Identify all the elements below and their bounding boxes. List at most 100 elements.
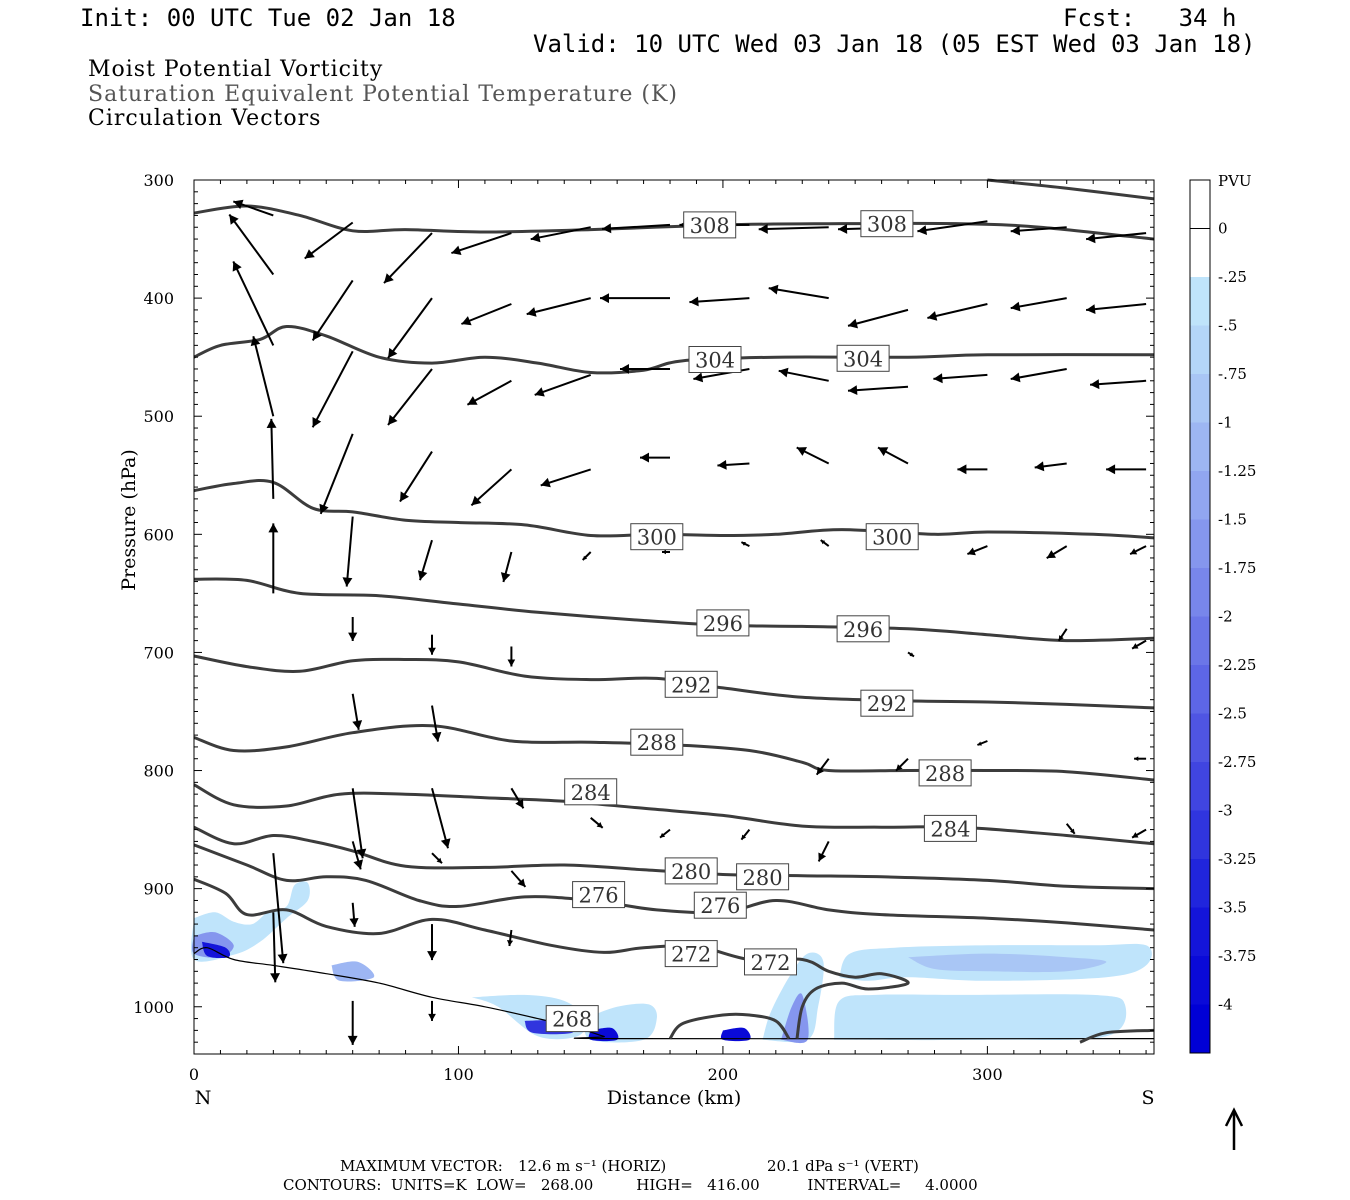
vector-head-46 bbox=[600, 293, 609, 304]
vector-head-34 bbox=[500, 572, 511, 582]
vector-head-23 bbox=[417, 570, 428, 581]
vector-head-58 bbox=[768, 284, 779, 295]
colorbar-label-15: -3.75 bbox=[1218, 947, 1256, 965]
contour-label-292-1: 292 bbox=[867, 692, 907, 716]
contour-label-304-1: 304 bbox=[843, 347, 883, 371]
contour-300-3 bbox=[193, 479, 1155, 540]
vector-head-39 bbox=[530, 232, 541, 243]
contour-312-1 bbox=[987, 178, 1155, 201]
vector-head-19 bbox=[384, 273, 394, 284]
vector-head-61 bbox=[820, 540, 826, 545]
vector-head-72 bbox=[927, 311, 938, 321]
contour-268-11 bbox=[668, 1012, 791, 1040]
contour-label-box-304-0 bbox=[688, 346, 742, 373]
contour-label-280-0: 280 bbox=[671, 860, 711, 884]
colorbar-label-13: -3.25 bbox=[1218, 850, 1256, 868]
colorbar-box-13 bbox=[1190, 810, 1210, 859]
contour-segment-12 bbox=[1079, 1028, 1155, 1044]
colorbar-box-6 bbox=[1190, 471, 1210, 520]
vector-head-80 bbox=[1034, 461, 1045, 472]
contour-label-box-272-0 bbox=[664, 940, 718, 968]
vector-head-57 bbox=[758, 224, 768, 234]
vector-shaft-4 bbox=[270, 418, 275, 499]
colorbar-box-4 bbox=[1190, 374, 1210, 423]
colorbar-label-3: -.75 bbox=[1218, 365, 1247, 383]
vector-head-17 bbox=[349, 918, 359, 927]
vector-head-31 bbox=[461, 316, 472, 326]
colorbar-box-3 bbox=[1190, 325, 1210, 374]
vector-shaft-78 bbox=[1010, 297, 1067, 310]
y-tick-label-400: 400 bbox=[143, 289, 174, 308]
vector-shaft-79 bbox=[1010, 368, 1067, 380]
vector-head-37 bbox=[517, 878, 526, 887]
init-time: Init: 00 UTC Tue 02 Jan 18 bbox=[80, 4, 456, 32]
vector-shaft-19 bbox=[383, 232, 433, 284]
contour-label-box-280-0 bbox=[664, 857, 718, 885]
vector-head-50 bbox=[660, 832, 666, 838]
vector-shaft-52 bbox=[689, 297, 750, 304]
colorbar-label-5: -1.25 bbox=[1218, 462, 1256, 480]
contour-label-box-276-1 bbox=[693, 891, 747, 919]
vector-head-24 bbox=[428, 647, 436, 655]
vector-head-78 bbox=[1010, 301, 1021, 312]
vector-shaft-3 bbox=[252, 335, 275, 417]
cross-section-chart: 308 308 304 304 300 300 296 296 292 292 288 288 284 2… bbox=[118, 171, 1256, 1150]
vector-head-35 bbox=[507, 659, 516, 667]
colorbar-box-0 bbox=[1190, 180, 1210, 229]
vector-head-0 bbox=[233, 199, 244, 210]
vector-head-87 bbox=[1106, 464, 1116, 475]
colorbar-frame bbox=[1189, 179, 1211, 1054]
vector-head-67 bbox=[878, 447, 889, 457]
y-tick-label-500: 500 bbox=[143, 407, 174, 426]
vector-head-89 bbox=[1132, 643, 1139, 649]
contour-284-7 bbox=[193, 783, 1155, 846]
vector-head-27 bbox=[436, 857, 442, 864]
valid-time: Valid: 10 UTC Wed 03 Jan 18 (05 EST Wed … bbox=[533, 30, 1256, 58]
vector-head-44 bbox=[596, 822, 603, 828]
vector-head-36 bbox=[515, 798, 524, 809]
contour-label-box-292-1 bbox=[860, 689, 914, 717]
vector-head-69 bbox=[909, 652, 914, 657]
colorbar-label-1: -.25 bbox=[1218, 268, 1247, 286]
colorbar-label-0: 0 bbox=[1218, 220, 1228, 238]
pv-region-2 bbox=[201, 941, 231, 959]
colorbar-box-17 bbox=[1190, 1004, 1210, 1053]
x-tick-label-200: 200 bbox=[708, 1065, 739, 1084]
contour-label-box-296-1 bbox=[836, 615, 890, 643]
vector-head-9 bbox=[312, 330, 322, 341]
colorbar-box-16 bbox=[1190, 956, 1210, 1005]
vector-head-76 bbox=[977, 741, 982, 746]
x-endpoint-north: N bbox=[195, 1087, 212, 1109]
contour-label-308-1: 308 bbox=[867, 213, 907, 237]
colorbar-box-11 bbox=[1190, 713, 1210, 762]
colorbar-label-7: -1.75 bbox=[1218, 559, 1256, 577]
vector-head-63 bbox=[818, 852, 827, 862]
vector-head-8 bbox=[304, 249, 315, 259]
vector-head-21 bbox=[388, 414, 398, 425]
colorbar-label-16: -4 bbox=[1218, 996, 1233, 1014]
vector-shaft-6 bbox=[272, 853, 285, 964]
vector-head-73 bbox=[933, 373, 943, 384]
contour-label-box-284-0 bbox=[564, 778, 618, 806]
title-theta-es: Saturation Equivalent Potential Temperat… bbox=[88, 82, 678, 107]
contour-label-272-0: 272 bbox=[671, 943, 711, 967]
contour-label-box-292-0 bbox=[664, 670, 718, 698]
contour-label-box-268-0 bbox=[545, 1005, 599, 1033]
contour-label-292-0: 292 bbox=[671, 673, 711, 697]
y-tick-label-1000: 1000 bbox=[133, 998, 174, 1017]
colorbar-label-10: -2.5 bbox=[1218, 705, 1247, 723]
vector-head-79 bbox=[1010, 372, 1021, 383]
vector-head-30 bbox=[451, 245, 462, 255]
x-tick-label-300: 300 bbox=[972, 1065, 1003, 1084]
vector-shaft-73 bbox=[933, 373, 988, 380]
colorbar-box-10 bbox=[1190, 665, 1210, 714]
title-pv: Moist Potential Vorticity bbox=[88, 57, 384, 82]
circulation-vectors bbox=[228, 199, 1147, 1045]
colorbar-box-5 bbox=[1190, 422, 1210, 471]
y-tick-label-300: 300 bbox=[143, 171, 174, 190]
vector-head-70 bbox=[896, 764, 903, 771]
contour-label-276-1: 276 bbox=[700, 894, 740, 918]
vector-shaft-65 bbox=[847, 308, 909, 327]
colorbar-label-14: -3.5 bbox=[1218, 899, 1247, 917]
contour-label-272-1: 272 bbox=[750, 951, 790, 975]
